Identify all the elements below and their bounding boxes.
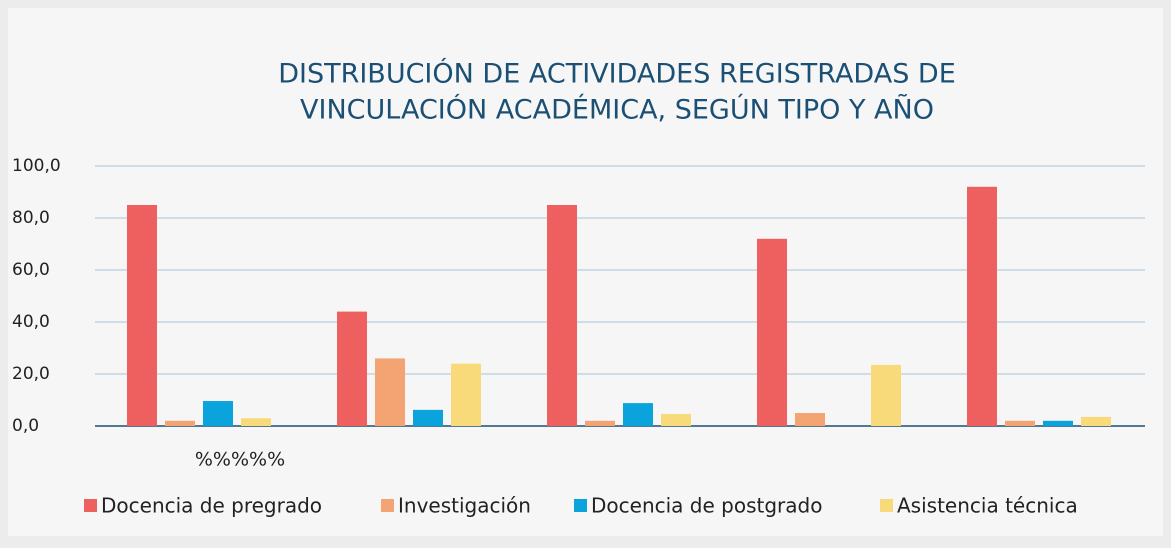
y-tick-label: 0,0 xyxy=(12,416,39,436)
bar xyxy=(1043,420,1073,426)
y-tick-label: 80,0 xyxy=(12,208,50,228)
bar xyxy=(585,420,615,426)
bar xyxy=(547,205,577,426)
legend-label: Docencia de postgrado xyxy=(591,494,822,518)
bar xyxy=(203,401,233,426)
y-tick-label: 100,0 xyxy=(12,156,61,176)
bar xyxy=(337,311,367,426)
bar xyxy=(1005,420,1035,426)
bar xyxy=(661,414,691,426)
bar xyxy=(413,409,443,426)
bar xyxy=(127,205,157,426)
y-tick-label: 20,0 xyxy=(12,364,50,384)
x-tick-label: %%%%% xyxy=(195,449,285,471)
bar xyxy=(795,413,825,426)
legend-swatch xyxy=(880,499,893,512)
legend-label: Asistencia técnica xyxy=(897,494,1078,518)
legend-label: Docencia de pregrado xyxy=(101,494,322,518)
chart-title: VINCULACIÓN ACADÉMICA, SEGÚN TIPO Y AÑO xyxy=(300,94,934,126)
y-tick-label: 60,0 xyxy=(12,260,50,280)
bar xyxy=(451,363,481,426)
legend-label: Investigación xyxy=(398,494,531,518)
chart-title: DISTRIBUCIÓN DE ACTIVIDADES REGISTRADAS … xyxy=(278,58,956,90)
bar xyxy=(967,186,997,426)
bar xyxy=(757,238,787,426)
bar xyxy=(241,418,271,426)
legend-swatch xyxy=(574,499,587,512)
y-tick-label: 40,0 xyxy=(12,312,50,332)
bar xyxy=(1081,416,1111,426)
bar xyxy=(165,420,195,426)
legend-swatch xyxy=(381,499,394,512)
bar xyxy=(871,364,901,426)
legend-swatch xyxy=(84,499,97,512)
bar xyxy=(375,358,405,426)
bar xyxy=(623,403,653,426)
